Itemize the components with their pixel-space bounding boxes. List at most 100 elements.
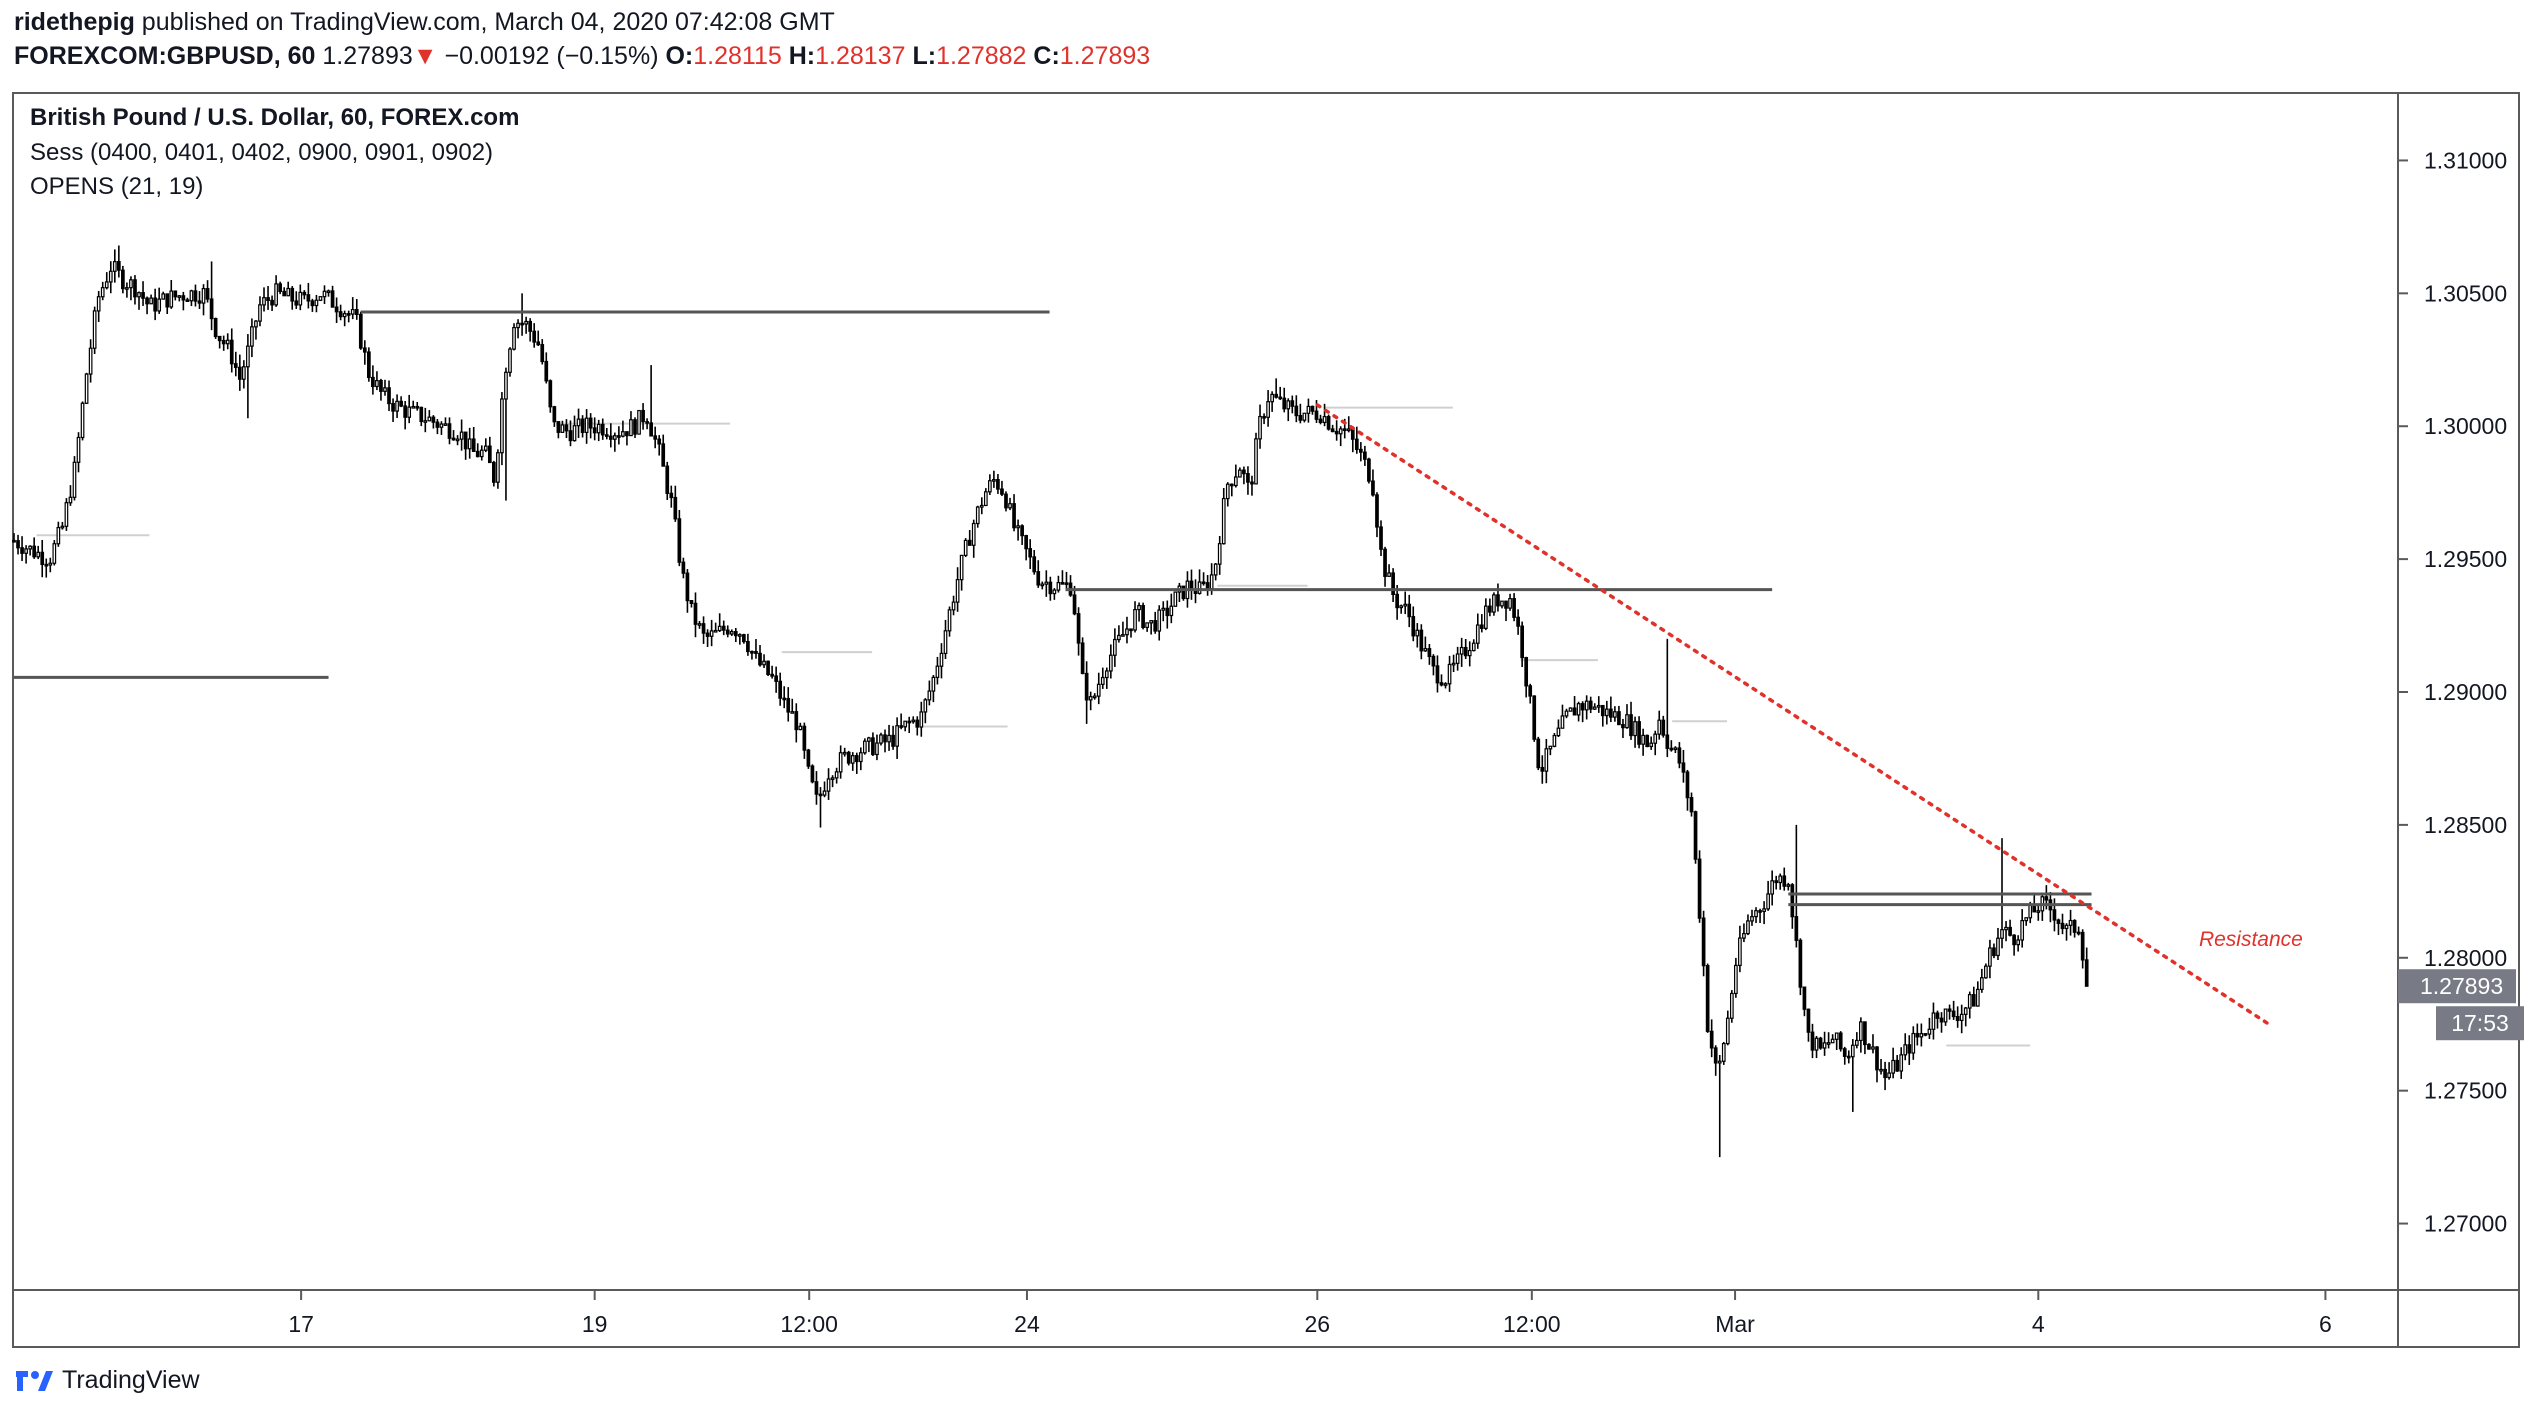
candle-body: [1488, 605, 1492, 613]
open-label: O:: [665, 42, 694, 70]
candle-body: [955, 579, 960, 603]
countdown-tag: [2436, 1006, 2524, 1041]
candle-body: [1363, 451, 1367, 460]
candle-body: [1439, 682, 1444, 686]
candle-body: [1258, 415, 1262, 440]
candle-body: [1516, 616, 1520, 627]
candle-body: [1891, 1059, 1895, 1074]
candle-body: [604, 434, 609, 437]
candle-body: [754, 650, 758, 654]
candle-body: [786, 698, 791, 713]
candle-body: [302, 291, 307, 296]
candle-body: [1939, 1017, 1944, 1023]
candle-body: [1419, 629, 1424, 652]
candle-body: [266, 297, 270, 302]
candle-body: [1121, 634, 1125, 637]
candle-body: [84, 373, 89, 404]
candle-body: [923, 699, 928, 713]
candle-body: [1512, 598, 1516, 618]
candle-body: [354, 309, 359, 316]
candle-body: [1004, 493, 1008, 509]
candle-body: [697, 623, 702, 626]
candle-body: [1294, 405, 1299, 417]
candle-body: [1935, 1012, 1940, 1019]
candle-body: [1342, 428, 1347, 432]
candle-body: [544, 360, 549, 382]
candle-body: [1810, 1031, 1815, 1051]
candle-body: [971, 522, 976, 546]
candle-body: [1330, 428, 1335, 433]
candle-body: [1052, 589, 1057, 595]
candle-body: [1076, 613, 1081, 644]
candle-body: [983, 491, 988, 507]
candle-body: [342, 313, 347, 318]
indicator-opens[interactable]: OPENS (21, 19): [30, 173, 204, 200]
price-tick-label: 1.27500: [2424, 1078, 2507, 1104]
candle-body: [274, 283, 278, 306]
price-change: −0.00192 (−0.15%): [444, 42, 659, 70]
candle-body: [854, 755, 859, 763]
candle-body: [1701, 917, 1706, 967]
candle-body: [701, 623, 706, 634]
candle-body: [653, 435, 658, 440]
candle-body: [1467, 649, 1472, 657]
candle-body: [1048, 581, 1053, 595]
candle-body: [713, 629, 718, 633]
candle-body: [766, 660, 770, 675]
candle-body: [1766, 893, 1770, 910]
candle-body: [572, 425, 577, 442]
resistance-label: Resistance: [2199, 928, 2303, 951]
indicator-sess[interactable]: Sess (0400, 0401, 0402, 0900, 0901, 0902…: [30, 139, 494, 166]
candle-body: [72, 461, 77, 498]
candle-body: [524, 320, 528, 325]
candle-body: [1346, 428, 1351, 432]
footer-brand-text: TradingView: [62, 1366, 200, 1394]
candle-body: [193, 290, 198, 302]
candle-body: [443, 423, 448, 426]
candle-body: [1544, 748, 1549, 772]
candle-body: [1242, 469, 1246, 475]
price-tick-label: 1.30500: [2424, 280, 2507, 306]
candle-body: [169, 290, 174, 308]
candle-body: [939, 652, 944, 667]
candle-body: [1492, 594, 1496, 613]
candle-body: [1500, 600, 1504, 607]
candle-body: [1883, 1068, 1887, 1079]
candle-body: [1153, 620, 1158, 632]
candle-body: [1556, 727, 1561, 737]
candle-body: [1032, 556, 1037, 573]
candle-body: [584, 417, 589, 433]
candle-body: [173, 290, 178, 298]
candle-body: [157, 298, 162, 312]
candle-body: [1044, 581, 1049, 585]
candle-body: [1975, 988, 1980, 1007]
candle-body: [1576, 703, 1581, 716]
candle-body: [197, 300, 202, 304]
candle-body: [1137, 604, 1141, 611]
candle-body: [330, 290, 335, 308]
candle-body: [1903, 1044, 1908, 1056]
current-price-label: 1.27893: [2420, 973, 2503, 999]
candle-body: [1822, 1042, 1827, 1049]
candle-body: [943, 630, 948, 655]
candle-body: [294, 300, 299, 306]
candle-body: [1411, 616, 1416, 637]
candle-body: [649, 422, 653, 437]
candle-body: [1020, 525, 1024, 537]
candle-body: [1383, 548, 1387, 577]
candle-body: [1141, 604, 1145, 628]
resistance-trendline[interactable]: [1315, 403, 2271, 1026]
candle-body: [1338, 428, 1343, 435]
footer-brand[interactable]: TradingView: [14, 1366, 200, 1395]
publisher-name[interactable]: ridethepig: [14, 8, 135, 36]
candle-body: [362, 347, 367, 353]
candle-body: [314, 299, 319, 307]
candle-body: [637, 409, 641, 435]
candle-body: [1508, 598, 1512, 609]
candle-body: [725, 629, 730, 635]
candle-body: [1790, 884, 1795, 918]
candle-body: [992, 479, 996, 482]
candle-body: [346, 313, 351, 316]
candle-body: [1911, 1032, 1916, 1054]
